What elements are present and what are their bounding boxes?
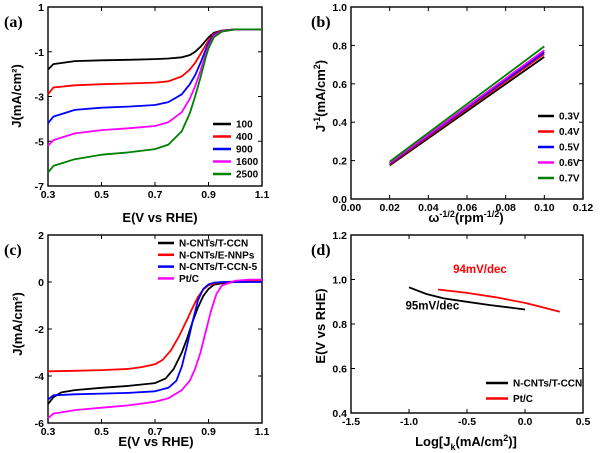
panel-d-x-axis-label: Log[Jk(mA/cm2)] (415, 433, 517, 452)
panel-b-x-axis-label: ω-1/2(rpm-1/2) (428, 209, 503, 225)
panel-d-x-tick-label: -1.5 (342, 416, 360, 428)
panel-c-legend-label: N-CNTs/E-NNPs (179, 250, 255, 261)
panel-c-series-line-n-cnts-t-ccn (47, 280, 263, 405)
panel-a-legend-label: 900 (236, 145, 253, 156)
panel-a-legend-label: 100 (236, 120, 253, 131)
panel-b-legend-label: 0.3V (559, 112, 580, 123)
panel-a-legend-label: 2500 (236, 170, 259, 181)
panel-b-x-tick-label: 0.06 (457, 202, 478, 214)
panel-d-y-tick-label: 0.8 (332, 319, 347, 331)
panel-a-series-line-400 (47, 28, 262, 95)
panel-b-label: (b) (311, 14, 331, 31)
panel-d-x-tick-label: 0.5 (576, 416, 591, 428)
panel-a-series-line-2500 (47, 28, 262, 174)
panel-d-y-tick-label: 0.4 (332, 408, 347, 420)
panel-b-legend-label: 0.7V (559, 174, 580, 185)
panel-c-y-tick-label: -2 (35, 324, 44, 336)
panel-a-x-tick-label: 0.7 (148, 189, 163, 201)
panel-b-y-tick-label: 0.8 (332, 40, 347, 52)
panel-d-x-tick-label: -1.0 (400, 416, 418, 428)
panel-a-x-tick-label: 0.3 (41, 189, 56, 201)
panel-d-slope-annotation: 94mV/dec (453, 264, 507, 276)
panel-a-y-tick-label: -5 (35, 136, 44, 148)
panel-c-chart: 0.3 0.5 0.7 0.9 1.120-2-4-6N-CNTs/T-CCNN-CNT… (35, 230, 270, 438)
panel-b-legend-label: 0.5V (559, 143, 580, 154)
panel-c-x-tick-label: 1.1 (255, 426, 270, 438)
panel-d-series-line-pt-c (437, 288, 561, 313)
panel-b-x-tick-label: 0.04 (418, 202, 439, 214)
panel-c-y-tick-label: 0 (38, 277, 44, 289)
panel-a-legend-label: 1600 (236, 157, 259, 168)
panel-c-legend-label: Pt/C (179, 274, 199, 285)
panel-b-series-line-0-6v (389, 49, 545, 164)
panel-d-y-axis-label: E(V vs RHE) (313, 288, 328, 363)
panel-d-x-tick-label: -0.5 (458, 416, 476, 428)
panel-b-legend-label: 0.4V (559, 127, 580, 138)
panel-b-y-tick-label: 0.2 (332, 156, 347, 168)
panel-d-series-line-n-cnts-t-ccn (408, 286, 526, 311)
panel-c-label: (c) (4, 242, 22, 259)
panel-b-y-axis-label: J-1(mA/cm2) (312, 60, 328, 132)
panel-a-y-tick-label: 1 (38, 2, 44, 14)
panel-c-x-tick-label: 0.7 (148, 426, 163, 438)
panel-d-legend-label: N-CNTs/T-CCN (513, 379, 582, 390)
panel-c-y-tick-label: -6 (35, 418, 44, 430)
panel-b-legend-label: 0.6V (559, 158, 580, 169)
panel-c-x-tick-label: 0.3 (41, 426, 56, 438)
panel-c-y-axis-label: J(mA/cm²) (10, 292, 25, 356)
panel-b-x-tick-label: 0.02 (379, 202, 400, 214)
panel-c-series-line-n-cnts-e-nnps (47, 279, 263, 373)
panel-c-x-tick-label: 0.9 (201, 426, 216, 438)
panel-c-y-tick-label: -4 (35, 371, 44, 383)
panel-d-y-tick-label: 1.2 (332, 230, 347, 242)
panel-a-x-axis-label: E(V vs RHE) (122, 210, 197, 225)
panel-b-chart: 0.00 0.02 0.04 0.06 0.08 0.10 0.12 0.0 0.2 0.4 0.6… (332, 2, 593, 214)
panel-a-y-axis-label: J(mA/cm²) (9, 64, 24, 128)
panel-a-y-tick-label: -1 (35, 47, 44, 59)
panel-b-x-tick-label: 0.00 (341, 202, 362, 214)
panel-b-x-tick-label: 0.12 (573, 202, 594, 214)
panel-a-series-line-100 (47, 28, 262, 71)
panel-a-series-line-1600 (47, 28, 262, 147)
panel-c-legend-label: N-CNTs/T-CCN (179, 239, 248, 250)
panel-a-x-tick-label: 0.9 (201, 189, 216, 201)
panel-d-chart: -1.5 -1.0 -0.5 0.0 0.5 0.4 0.6 0.8 1.0 1.2 N-CNTs/… (332, 230, 590, 428)
panel-b-x-tick-label: 0.10 (534, 202, 555, 214)
panel-d-x-tick-label: 0.0 (518, 416, 533, 428)
panel-c-y-tick-label: 2 (38, 230, 44, 242)
panel-b-y-tick-label: 1.0 (332, 2, 347, 14)
panel-c-x-axis-label: E(V vs RHE) (118, 434, 193, 449)
panel-d-label: (d) (311, 242, 331, 259)
panel-c-x-tick-label: 0.5 (94, 426, 109, 438)
panel-a-series-line-900 (47, 28, 262, 124)
panel-c-legend-label: N-CNTs/T-CCN-5 (179, 262, 258, 273)
panel-a-label: (a) (4, 14, 23, 31)
panel-a-y-tick-label: -7 (35, 181, 44, 193)
panel-c-series-line-pt-c (47, 278, 262, 419)
panel-a-x-tick-label: 0.5 (94, 189, 109, 201)
panel-b-y-tick-label: 0.6 (332, 79, 347, 91)
panel-b-x-tick-label: 0.08 (495, 202, 516, 214)
panel-b-y-tick-label: 0.0 (332, 194, 347, 206)
panel-a-legend-label: 400 (236, 132, 253, 143)
panel-d-y-tick-label: 0.6 (332, 364, 347, 376)
panel-b-series-line-0-3v (389, 56, 545, 167)
panel-d-legend-label: Pt/C (513, 394, 533, 405)
panel-d-y-tick-label: 1.0 (332, 275, 347, 287)
panel-a-x-tick-label: 1.1 (255, 189, 270, 201)
panel-d-slope-annotation: 95mV/dec (406, 301, 460, 313)
panel-b-y-tick-label: 0.4 (332, 117, 347, 129)
panel-c-series-line-n-cnts-t-ccn-5 (47, 281, 262, 401)
panel-a-y-tick-label: -3 (35, 92, 44, 104)
panel-b-series-line-0-7v (389, 45, 545, 163)
